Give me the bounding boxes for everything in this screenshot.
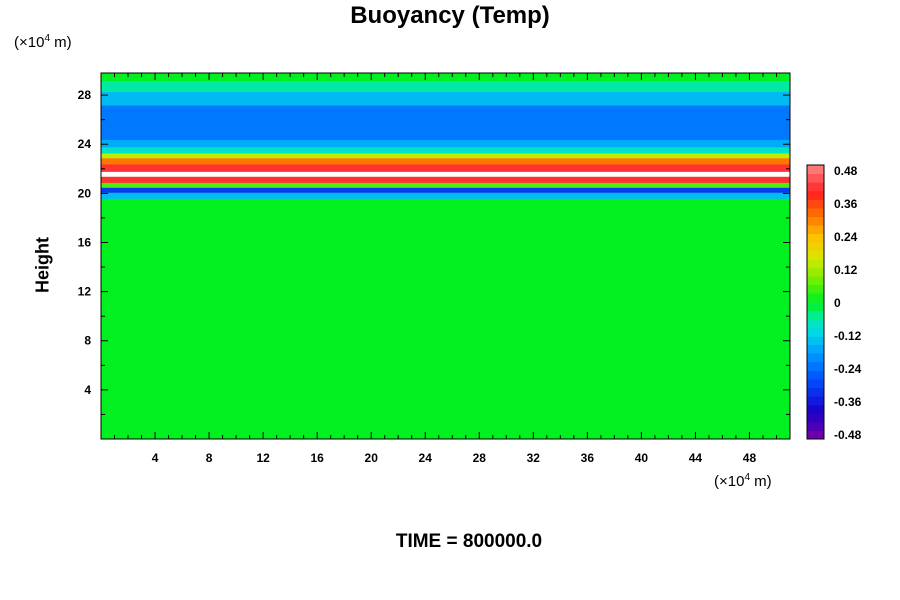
y-tick-label: 28: [78, 88, 92, 102]
x-tick-label: 40: [635, 451, 649, 465]
field-band: [101, 187, 790, 193]
field-band: [101, 139, 790, 148]
x-tick-label: 48: [743, 451, 757, 465]
x-tick-label: 20: [365, 451, 379, 465]
colorbar-segment: [807, 379, 824, 389]
colorbar-segment: [807, 387, 824, 397]
x-tick-label: 24: [419, 451, 433, 465]
colorbar-segment: [807, 216, 824, 226]
y-tick-label: 8: [84, 334, 91, 348]
colorbar-segment: [807, 276, 824, 286]
x-tick-label: 12: [256, 451, 270, 465]
colorbar-segment: [807, 224, 824, 234]
colorbar-segment: [807, 182, 824, 192]
colorbar-label: -0.48: [834, 428, 862, 442]
colorbar-label: -0.24: [834, 362, 862, 376]
field-band: [101, 80, 790, 93]
x-tick-label: 28: [473, 451, 487, 465]
field-band: [101, 73, 790, 81]
colorbar-segment: [807, 250, 824, 260]
colorbar-segment: [807, 284, 824, 294]
x-tick-label: 16: [310, 451, 324, 465]
colorbar-segment: [807, 293, 824, 303]
colorbar-segment: [807, 267, 824, 277]
colorbar-segment: [807, 344, 824, 354]
colorbar-label: 0.12: [834, 263, 858, 277]
time-label: TIME = 800000.0: [395, 531, 543, 552]
colorbar-segment: [807, 302, 824, 312]
colorbar-label: 0.48: [834, 164, 858, 178]
chart-title: Buoyancy (Temp): [350, 2, 550, 29]
colorbar-label: 0: [834, 296, 841, 310]
colorbar-segment: [807, 370, 824, 380]
colorbar-segment: [807, 319, 824, 329]
colorbar-segment: [807, 430, 824, 440]
colorbar-segment: [807, 259, 824, 269]
colorbar-label: 0.24: [834, 230, 858, 244]
field-band: [101, 198, 790, 439]
colorbar-segment: [807, 190, 824, 200]
colorbar-label: 0.36: [834, 197, 858, 211]
x-unit-label: (×104 m): [714, 472, 772, 490]
y-tick-label: 16: [78, 235, 92, 249]
colorbar-frame: [806, 164, 825, 440]
colorbar-segment: [807, 199, 824, 209]
colorbar-segment: [807, 353, 824, 363]
x-tick-label: 36: [581, 451, 595, 465]
colorbar-segment: [807, 173, 824, 183]
y-tick-label: 20: [78, 186, 92, 200]
x-tick-label: 8: [206, 451, 213, 465]
colorbar-segment: [807, 233, 824, 243]
colorbar-segment: [807, 421, 824, 431]
colorbar-segment: [807, 242, 824, 252]
field-band: [101, 104, 790, 140]
field-band: [101, 146, 790, 154]
field-band: [101, 192, 790, 199]
y-tick-label: 4: [84, 383, 91, 397]
x-tick-label: 32: [527, 451, 541, 465]
field-band: [101, 171, 790, 177]
field-band: [101, 176, 790, 183]
colorbar-segment: [807, 404, 824, 414]
field-band: [101, 182, 790, 188]
colorbar-segment: [807, 310, 824, 320]
colorbar-segment: [807, 413, 824, 423]
x-tick-label: 4: [152, 451, 159, 465]
y-tick-label: 24: [78, 137, 92, 151]
x-tick-label: 44: [689, 451, 703, 465]
field-band: [101, 91, 790, 106]
field-band: [101, 157, 790, 165]
colorbar-segment: [807, 207, 824, 217]
field-band: [101, 163, 790, 172]
plot-frame: [100, 72, 791, 440]
field-band: [101, 152, 790, 159]
y-unit-label: (×104 m): [14, 33, 72, 51]
colorbar-segment: [807, 396, 824, 406]
colorbar-segment: [807, 361, 824, 371]
colorbar-segment: [807, 165, 824, 175]
colorbar-label: -0.12: [834, 329, 862, 343]
colorbar-segment: [807, 336, 824, 346]
y-tick-label: 12: [78, 285, 92, 299]
colorbar-segment: [807, 327, 824, 337]
colorbar-label: -0.36: [834, 395, 862, 409]
